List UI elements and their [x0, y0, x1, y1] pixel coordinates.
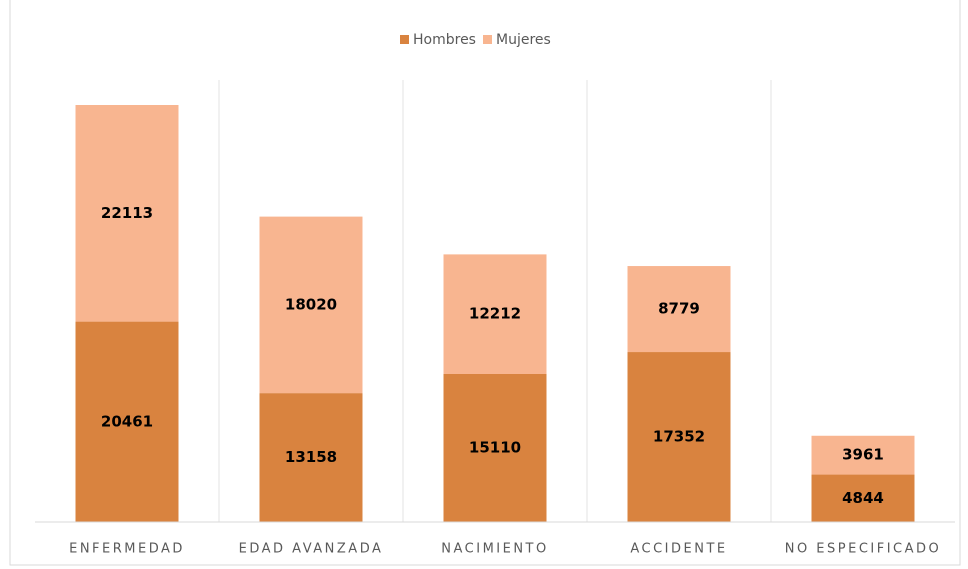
- data-label: 22113: [101, 204, 153, 222]
- data-label: 20461: [101, 412, 153, 430]
- legend-swatch: [483, 35, 492, 44]
- bar-segment: [75, 105, 179, 322]
- bar-segment: [259, 393, 363, 522]
- data-label: 4844: [842, 489, 884, 507]
- data-label: 3961: [842, 446, 884, 464]
- bar-segment: [75, 321, 179, 522]
- x-tick-label: ACCIDENTE: [630, 542, 727, 557]
- bar-segment: [443, 254, 547, 375]
- data-label: 13158: [285, 448, 337, 466]
- legend-label: Mujeres: [496, 32, 551, 48]
- data-label: 12212: [469, 305, 521, 323]
- x-tick-label: ENFERMEDAD: [69, 542, 185, 557]
- data-label: 8779: [658, 300, 700, 318]
- bar-segment: [259, 216, 363, 394]
- legend-label: Hombres: [413, 32, 476, 48]
- bar-segment: [443, 374, 547, 522]
- x-tick-label: NACIMIENTO: [441, 542, 548, 557]
- data-label: 18020: [285, 295, 337, 313]
- x-tick-label: EDAD AVANZADA: [239, 542, 384, 557]
- bar-segment: [811, 474, 915, 522]
- bar-segment: [627, 266, 731, 353]
- x-tick-label: NO ESPECIFICADO: [785, 542, 942, 557]
- bar-segment: [811, 435, 915, 475]
- data-label: 15110: [469, 439, 521, 457]
- legend-swatch: [400, 35, 409, 44]
- data-label: 17352: [653, 428, 705, 446]
- bar-segment: [627, 352, 731, 522]
